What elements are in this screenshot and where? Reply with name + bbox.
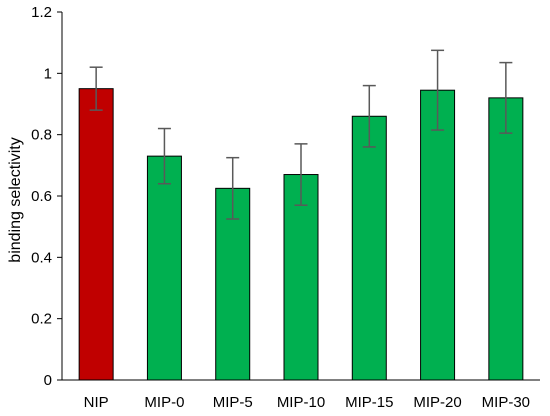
y-axis-title: binding selectivity [7, 137, 24, 262]
bar-mip-0 [146, 155, 182, 381]
error-bar-mip-15 [362, 84, 376, 148]
bar-mip-10 [283, 174, 319, 381]
y-tick-label: 0 [44, 372, 52, 389]
error-bar-mip-10 [294, 143, 308, 206]
bar-mip-15 [351, 115, 387, 381]
x-tick-label: NIP [84, 394, 109, 411]
y-tick-label: 1.2 [31, 4, 52, 21]
y-tick-label: 0.6 [31, 188, 52, 205]
bar-nip [78, 88, 114, 381]
x-tick-label: MIP-30 [482, 394, 530, 411]
bars-group [78, 88, 524, 381]
error-bar-mip-30 [499, 61, 513, 134]
x-tick-label: MIP-0 [144, 394, 184, 411]
error-bar-mip-0 [157, 127, 171, 185]
x-tick-label: MIP-5 [213, 394, 253, 411]
bar-mip-5 [215, 187, 251, 381]
x-tick-label: MIP-10 [277, 394, 325, 411]
error-bars-group [89, 49, 513, 220]
y-tick-label: 0.8 [31, 127, 52, 144]
x-tick-label: MIP-15 [345, 394, 393, 411]
error-bar-mip-5 [226, 156, 240, 220]
bar-mip-30 [488, 97, 524, 381]
y-tick-label: 0.2 [31, 311, 52, 328]
x-tick-label: MIP-20 [413, 394, 461, 411]
bar-mip-20 [420, 89, 456, 381]
error-bar-nip [89, 66, 103, 111]
y-tick-label: 0.4 [31, 249, 52, 266]
y-axis-ticks: 0 0.2 0.4 0.6 0.8 1 1.2 [31, 4, 62, 389]
x-axis-ticks: NIP MIP-0 MIP-5 MIP-10 MIP-15 MIP-20 MIP-30 [84, 394, 530, 411]
y-tick-label: 1 [44, 65, 52, 82]
error-bar-mip-20 [431, 49, 445, 131]
